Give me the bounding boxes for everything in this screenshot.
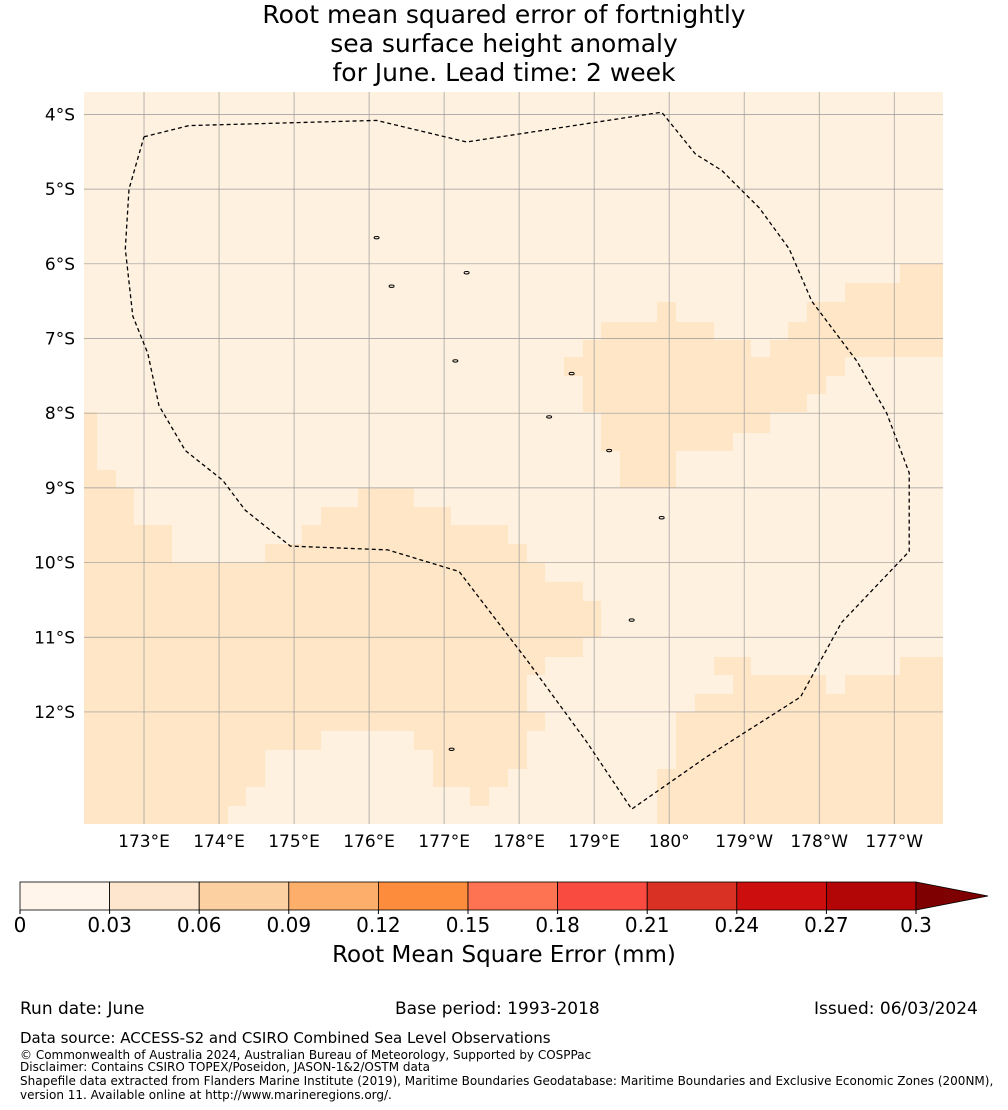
latitude-label: 7°S (45, 329, 75, 349)
colorbar-tick-label: 0.3 (900, 913, 932, 937)
longitude-label: 174°E (193, 832, 245, 852)
colorbar-tick-label: 0.21 (625, 913, 670, 937)
colorbar-segment (377, 881, 469, 911)
colorbar-tick-label: 0.18 (535, 913, 580, 937)
colorbar-segment (826, 881, 917, 911)
island (388, 284, 395, 288)
colorbar-segment (109, 881, 200, 911)
longitude-label: 176°E (343, 832, 395, 852)
base-period: Base period: 1993-2018 (395, 999, 600, 1019)
shapefile-note-1: Shapefile data extracted from Flanders M… (20, 1074, 994, 1088)
colorbar-segment (198, 881, 290, 911)
longitude-labels: 173°E 174°E 175°E 176°E 177°E 178°E 179°E 180° 1… (118, 832, 923, 852)
issued-date: Issued: 06/03/2024 (814, 999, 978, 1019)
colorbar-tick-label: 0.09 (267, 913, 312, 937)
title-line-1: Root mean squared error of fortnightly (262, 0, 746, 29)
latitude-label: 6°S (45, 255, 75, 275)
rmse-field (84, 92, 943, 824)
latitude-label: 9°S (45, 479, 75, 499)
longitude-label: 179°E (568, 832, 620, 852)
island (628, 618, 635, 622)
colorbar-tick-label: 0 (14, 913, 27, 937)
island (658, 516, 665, 520)
title-line-3: for June. Lead time: 2 week (332, 58, 676, 87)
longitude-label: 178°E (493, 832, 545, 852)
colorbar-segment (467, 881, 558, 911)
island (463, 271, 470, 275)
latitude-label: 12°S (34, 703, 75, 723)
longitude-label: 177°E (418, 832, 470, 852)
longitude-label: 179°W (715, 832, 773, 852)
colorbar (19, 881, 989, 911)
colorbar-segment (736, 881, 827, 911)
colorbar-tick-label: 0.24 (715, 913, 760, 937)
longitude-label: 178°W (790, 832, 848, 852)
colorbar-segment (557, 881, 648, 911)
island (373, 235, 380, 240)
island (546, 415, 553, 419)
island (606, 448, 613, 453)
island (448, 747, 455, 752)
latitude-label: 5°S (45, 180, 75, 200)
colorbar-tick-label: 0.15 (446, 913, 491, 937)
run-date: Run date: June (20, 999, 145, 1019)
colorbar-segment (646, 881, 738, 911)
colorbar-tick-label: 0.03 (87, 913, 132, 937)
island (452, 359, 459, 363)
title-line-2: sea surface height anomaly (330, 29, 678, 58)
latitude-label: 4°S (45, 105, 75, 125)
colorbar-tick-label: 0.12 (356, 913, 401, 937)
shapefile-note-2: version 11. Available online at http://w… (20, 1088, 392, 1102)
longitude-label: 177°W (865, 832, 923, 852)
map-title: Root mean squared error of fortnightly s… (0, 0, 1008, 87)
colorbar-tick-label: 0.27 (804, 913, 849, 937)
map-figure: 4°S 5°S 6°S 7°S 8°S 9°S 10°S 11°S 12°S 173°E 174°… (14, 92, 989, 937)
longitude-label: 175°E (268, 832, 320, 852)
rmse-region-3 (657, 657, 943, 824)
longitude-label: 173°E (118, 832, 170, 852)
colorbar-ticks: 0 0.03 0.06 0.09 0.12 0.15 0.18 0.21 0.24 0.27 0.3 (14, 910, 932, 937)
latitude-label: 11°S (34, 628, 75, 648)
colorbar-segment (288, 881, 379, 911)
islands (373, 235, 665, 752)
colorbar-segment (19, 881, 110, 911)
disclaimer: Disclaimer: Contains CSIRO TOPEX/Poseido… (20, 1060, 430, 1074)
rmse-region-2 (564, 264, 943, 488)
colorbar-label: Root Mean Square Error (mm) (332, 942, 676, 968)
colorbar-tick-label: 0.06 (177, 913, 222, 937)
longitude-label: 180° (649, 832, 690, 852)
rmse-region-1 (84, 412, 601, 824)
latitude-labels: 4°S 5°S 6°S 7°S 8°S 9°S 10°S 11°S 12°S (34, 105, 75, 723)
graticule (84, 92, 943, 824)
data-source: Data source: ACCESS-S2 and CSIRO Combine… (20, 1029, 551, 1047)
latitude-label: 10°S (34, 554, 75, 574)
eez-boundary (124, 111, 910, 811)
latitude-label: 8°S (45, 404, 75, 424)
copyright: © Commonwealth of Australia 2024, Austra… (20, 1048, 592, 1062)
colorbar-extend-arrow (915, 881, 989, 911)
island (568, 371, 575, 376)
